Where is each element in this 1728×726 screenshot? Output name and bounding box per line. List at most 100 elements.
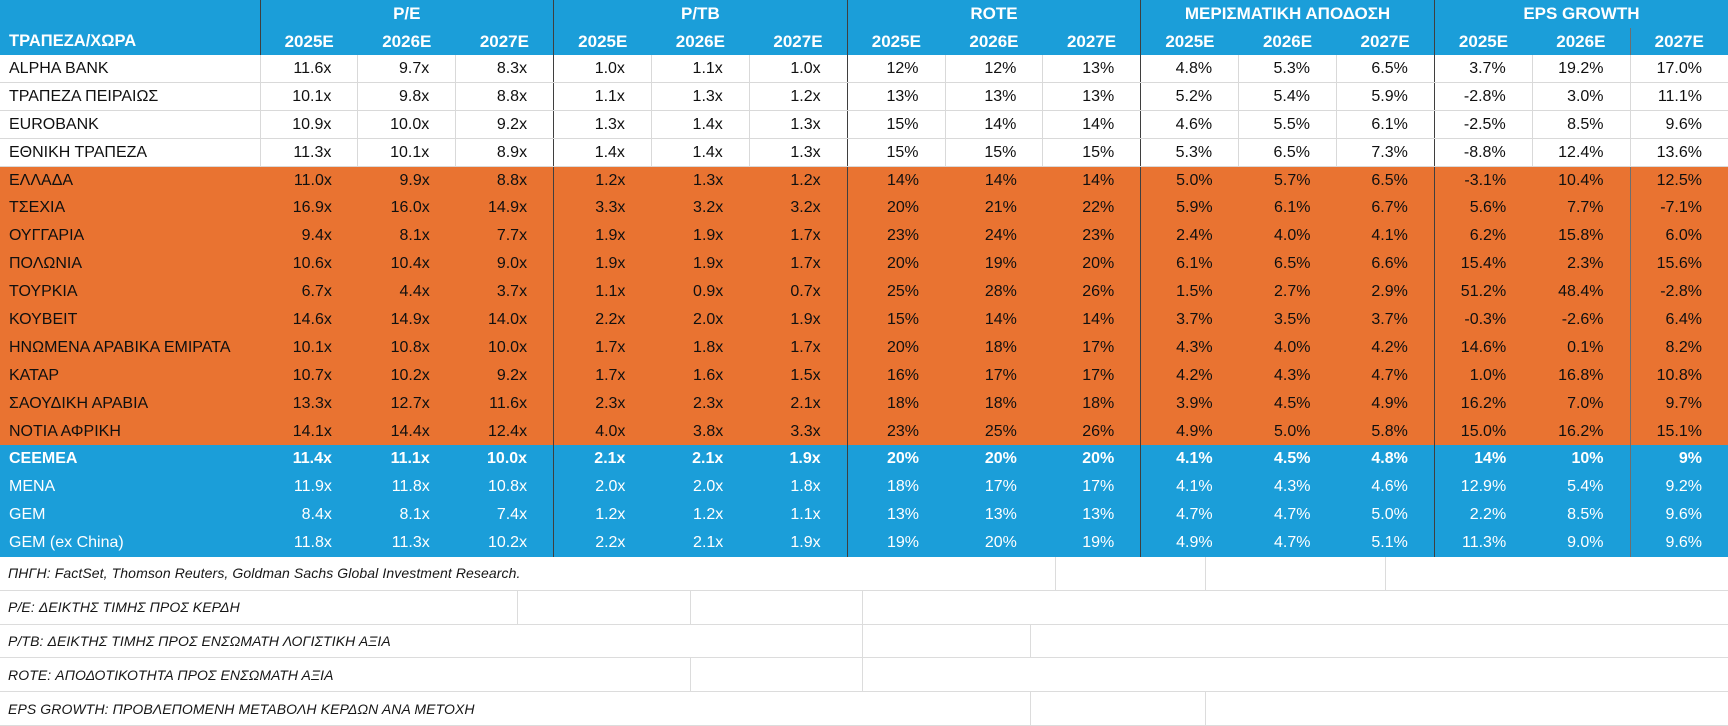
value-cell: 14.1x bbox=[292, 422, 332, 440]
value-cell: 16% bbox=[846, 361, 946, 390]
value-cell: 13.3x bbox=[292, 394, 332, 412]
value-cell: 2.2% bbox=[1433, 501, 1533, 530]
value-cell: 7.4x bbox=[496, 506, 528, 524]
value-cell: 2.0x bbox=[693, 478, 724, 496]
value-cell: 15% bbox=[846, 110, 946, 140]
gridline bbox=[517, 590, 518, 624]
value-cell: 2.0x bbox=[693, 310, 724, 328]
value-cell: 10.0x bbox=[487, 450, 528, 468]
value-cell: 10.1x bbox=[259, 82, 358, 112]
table-row: ΠΟΛΩΝΙΑ 10.6x 10.4x 9.0x 1.9x 1.9x 1.7x 20% 19% 2… bbox=[0, 250, 1728, 279]
value-cell: 5.4% bbox=[1567, 478, 1604, 496]
value-cell: 1.4x bbox=[650, 138, 750, 168]
value-cell: 10.6x bbox=[292, 255, 332, 273]
value-cell: 20% bbox=[846, 445, 946, 474]
value-cell: 28% bbox=[984, 283, 1017, 301]
value-cell: 1.3x bbox=[693, 171, 724, 189]
value-cell: 6.5% bbox=[1371, 171, 1408, 189]
value-cell: 12.7x bbox=[390, 394, 430, 412]
row-label: ΕΘΝΙΚΗ ΤΡΑΠΕΖΑ bbox=[0, 138, 260, 168]
value-cell: 1.5% bbox=[1140, 278, 1239, 307]
value-cell: 1.4x bbox=[553, 138, 652, 168]
row-label: ΚΟΥΒΕΙΤ bbox=[9, 310, 78, 328]
value-cell: 20% bbox=[846, 333, 946, 362]
value-cell: 14% bbox=[846, 166, 946, 195]
value-cell: -2.8% bbox=[1629, 278, 1728, 307]
value-cell: 5.1% bbox=[1371, 534, 1408, 552]
value-cell: 6.0% bbox=[1629, 222, 1728, 251]
value-cell: 10.8x bbox=[390, 338, 430, 356]
table-row: ΚΟΥΒΕΙΤ 14.6x 14.9x 14.0x 2.2x 2.0x 1.9x 15% 14%… bbox=[0, 306, 1728, 334]
row-label: CEEMEA bbox=[9, 450, 78, 468]
value-cell: 2.0x bbox=[553, 473, 652, 502]
value-cell: 13% bbox=[944, 82, 1043, 112]
value-cell: 13% bbox=[984, 506, 1017, 524]
value-cell: 9.9x bbox=[399, 171, 430, 189]
table-row: ΕΛΛΑΔΑ 11.0x 9.9x 8.8x 1.2x 1.3x 1.2x 14% 14% 14%… bbox=[0, 166, 1728, 195]
gridline bbox=[1055, 557, 1056, 590]
value-cell: 14% bbox=[1433, 445, 1533, 474]
value-cell: 15.1% bbox=[1629, 417, 1728, 446]
value-cell: 6.1% bbox=[1273, 199, 1311, 217]
value-cell: 3.0% bbox=[1531, 82, 1631, 112]
value-cell: -3.1% bbox=[1433, 166, 1533, 195]
value-cell: 1.3x bbox=[748, 138, 848, 168]
value-cell: 11.1x bbox=[390, 450, 430, 468]
row-label: ΤΡΑΠΕΖΑ ΠΕΙΡΑΙΩΣ bbox=[0, 82, 260, 112]
value-cell: 16.0x bbox=[390, 199, 430, 217]
value-cell: 10.0x bbox=[487, 338, 528, 356]
value-cell: 4.1% bbox=[1140, 473, 1239, 502]
value-cell: 9.7x bbox=[357, 55, 456, 84]
value-cell: 5.6% bbox=[1433, 194, 1533, 223]
value-cell: 3.8x bbox=[693, 422, 724, 440]
table-row: EUROBANK 10.9x 10.0x 9.2x 1.3x 1.4x 1.3x 15% 14%… bbox=[0, 110, 1728, 140]
value-cell: 1.7x bbox=[553, 361, 652, 390]
value-cell: 2.4% bbox=[1140, 222, 1239, 251]
value-cell: 0.9x bbox=[693, 283, 724, 301]
row-label: ΠΟΛΩΝΙΑ bbox=[9, 255, 83, 273]
value-cell: 4.2% bbox=[1371, 338, 1408, 356]
value-cell: 20% bbox=[984, 450, 1017, 468]
header-year-row: ΤΡΑΠΕΖΑ/ΧΩΡΑ 2025E 2026E 2027E 2025E 2026E 202… bbox=[0, 28, 1728, 55]
footnote-text: P/E: ΔΕΙΚΤΗΣ ΤΙΜΗΣ ΠΡΟΣ ΚΕΡΔΗ bbox=[8, 599, 240, 616]
table-row: ΤΣΕΧΙΑ 16.9x 16.0x 14.9x 3.3x 3.2x 3.2x 20% 21% 2… bbox=[0, 194, 1728, 223]
value-cell: 1.9x bbox=[693, 255, 724, 273]
value-cell: 4.0x bbox=[553, 417, 652, 446]
value-cell: 4.7% bbox=[1273, 506, 1311, 524]
table-row: ΤΟΥΡΚΙΑ 6.7x 4.4x 3.7x 1.1x 0.9x 0.7x 25% 28% 26%… bbox=[0, 278, 1728, 307]
value-cell: 9.6% bbox=[1629, 529, 1728, 558]
table-row: MENA 11.9x 11.8x 10.8x 2.0x 2.0x 1.8x 18% 17% 17%… bbox=[0, 473, 1728, 502]
year-header: 2025E bbox=[846, 28, 946, 55]
table-row: ΗΝΩΜΕΝΑ ΑΡΑΒΙΚΑ ΕΜΙΡΑΤΑ 10.1x 10.8x 10.0x 1.… bbox=[0, 333, 1728, 362]
value-cell: 1.2x bbox=[553, 501, 652, 530]
value-cell: 6.5% bbox=[1273, 255, 1311, 273]
value-cell: 8.8x bbox=[455, 82, 554, 112]
value-cell: 11.3x bbox=[391, 534, 430, 552]
value-cell: 1.0% bbox=[1433, 361, 1533, 390]
value-cell: 11.8x bbox=[293, 534, 332, 552]
value-cell: 1.3x bbox=[650, 82, 750, 112]
value-cell: 4.1% bbox=[1371, 227, 1408, 245]
value-cell: 2.2x bbox=[553, 306, 652, 334]
value-cell: 13.6% bbox=[1629, 138, 1728, 168]
gridline bbox=[862, 624, 863, 658]
value-cell: 51.2% bbox=[1433, 278, 1533, 307]
value-cell: 17.0% bbox=[1629, 55, 1728, 84]
value-cell: 5.7% bbox=[1273, 171, 1311, 189]
value-cell: 11.6x bbox=[259, 55, 358, 84]
footnote-text: EPS GROWTH: ΠΡΟΒΛΕΠΟΜΕΝΗ ΜΕΤΑΒΟΛΗ ΚΕΡΔΩΝ… bbox=[8, 700, 475, 717]
value-cell: 0.1% bbox=[1567, 338, 1604, 356]
value-cell: 1.1x bbox=[650, 55, 750, 84]
value-cell: 7.7x bbox=[496, 227, 528, 245]
row-label: ALPHA BANK bbox=[0, 55, 260, 84]
footnote-row: EPS GROWTH: ΠΡΟΒΛΕΠΟΜΕΝΗ ΜΕΤΑΒΟΛΗ ΚΕΡΔΩΝ… bbox=[0, 692, 1728, 726]
value-cell: 1.7x bbox=[790, 338, 821, 356]
row-label: ΚΑΤΑΡ bbox=[9, 366, 60, 384]
value-cell: 20% bbox=[1082, 450, 1115, 468]
value-cell: 8.2% bbox=[1629, 333, 1728, 362]
column-group-header: EPS GROWTH bbox=[1433, 0, 1728, 28]
value-cell: 11.8x bbox=[391, 478, 430, 496]
value-cell: 3.3x bbox=[553, 194, 652, 223]
value-cell: 8.8x bbox=[496, 171, 528, 189]
value-cell: 11.4x bbox=[292, 450, 332, 468]
